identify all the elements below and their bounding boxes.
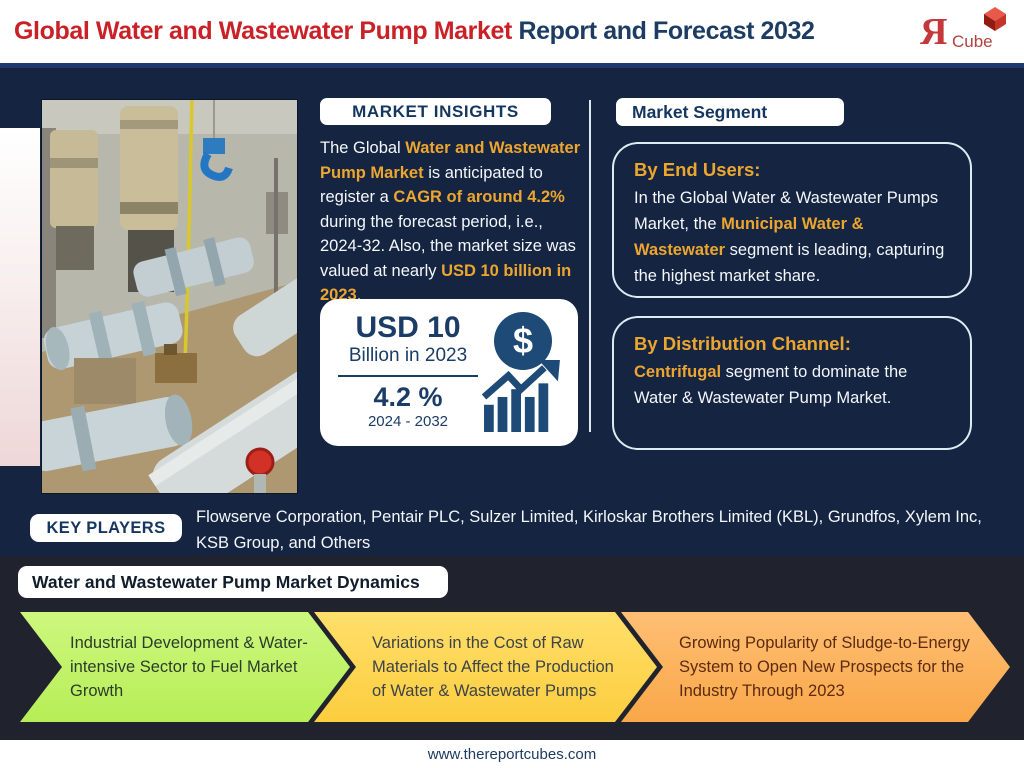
dynamics-label: Water and Wastewater Pump Market Dynamic… <box>18 566 448 598</box>
brand-logo: Я Cube <box>912 6 1008 58</box>
column-divider <box>589 100 591 432</box>
cube-icon <box>982 6 1008 37</box>
website-url: www.thereportcubes.com <box>427 745 597 763</box>
distribution-channel-body: Centrifugal segment to dominate the Wate… <box>634 363 908 407</box>
market-insights-paragraph: The Global Water and Wastewater Pump Mar… <box>320 139 581 304</box>
market-stat-card: USD 10 Billion in 2023 4.2 % 2024 - 2032… <box>320 299 578 446</box>
key-players-label: KEY PLAYERS <box>30 514 182 542</box>
dynamics-arrow-opportunity: Growing Popularity of Sludge-to-Energy S… <box>621 612 1010 722</box>
page-title: Global Water and Wastewater Pump Market … <box>14 17 815 46</box>
end-users-body: In the Global Water & Wastewater Pumps M… <box>634 189 945 285</box>
page-title-market: Global Water and Wastewater Pump Market <box>14 17 512 45</box>
market-size-value: USD 10 <box>355 311 461 344</box>
distribution-channel-title: By Distribution Channel: <box>634 333 851 354</box>
dynamics-arrow-driver-text: Industrial Development & Water-intensive… <box>70 634 308 700</box>
key-players-list: Flowserve Corporation, Pentair PLC, Sulz… <box>196 508 982 552</box>
dynamics-arrow-opportunity-text: Growing Popularity of Sludge-to-Energy S… <box>679 634 970 700</box>
dynamics-arrow-restraint: Variations in the Cost of Raw Materials … <box>314 612 657 722</box>
dynamics-arrows: Industrial Development & Water-intensive… <box>0 612 1024 722</box>
dynamics-arrow-driver: Industrial Development & Water-intensive… <box>20 612 350 722</box>
market-size-unit: Billion in 2023 <box>348 345 468 366</box>
end-users-title: By End Users: <box>634 159 761 180</box>
page-title-report: Report and Forecast 2032 <box>511 17 815 45</box>
footer: www.thereportcubes.com <box>0 740 1024 768</box>
dollar-coin-icon: $ <box>494 312 552 370</box>
distribution-channel-box: By Distribution Channel: Centrifugal seg… <box>612 316 972 450</box>
stat-divider <box>338 375 478 377</box>
header: Global Water and Wastewater Pump Market … <box>0 0 1024 63</box>
market-insights-label: MARKET INSIGHTS <box>320 98 551 125</box>
forecast-period: 2024 - 2032 <box>367 413 449 430</box>
market-segment-label: Market Segment <box>616 98 844 126</box>
growth-chart-icon <box>481 360 560 437</box>
dynamics-arrow-restraint-text: Variations in the Cost of Raw Materials … <box>372 634 614 700</box>
end-users-box: By End Users: In the Global Water & Wast… <box>612 142 972 298</box>
cagr-value: 4.2 % <box>373 382 443 412</box>
pump-room-photo <box>42 100 297 493</box>
logo-word: Cube <box>952 32 993 51</box>
pump-room-illustration <box>42 100 297 493</box>
left-gradient-strip <box>0 128 40 466</box>
header-divider <box>0 63 1024 68</box>
logo-r-letter: Я <box>920 11 948 53</box>
stat-figures: USD 10 Billion in 2023 4.2 % 2024 - 2032 <box>334 312 482 432</box>
